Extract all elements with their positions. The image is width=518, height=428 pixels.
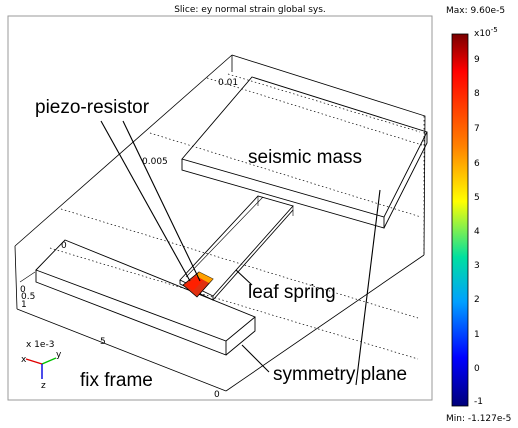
plot-frame (7, 15, 433, 401)
min-label: Min: -1.127e-5 (446, 414, 511, 424)
piezo-resistor (182, 271, 214, 298)
colorbar-tick: 4 (474, 227, 480, 237)
triad-z-label: z (41, 381, 46, 391)
colorbar-tick: 7 (474, 124, 480, 134)
max-label: Max: 9.60e-5 (446, 6, 505, 16)
y-tick: 0 (61, 241, 67, 251)
y-tick: 0.01 (218, 78, 238, 88)
y-tick: 0.005 (142, 157, 168, 167)
leaf-spring-label: leaf spring (248, 282, 336, 303)
fix-frame (35, 239, 256, 356)
triad-x-label: x (21, 355, 27, 365)
colorbar-tick: 3 (474, 261, 480, 271)
colorbar-tick: -1 (474, 397, 483, 407)
colorbar-tick: 8 (474, 89, 480, 99)
axis-scale-label: x 1e-3 (26, 340, 54, 350)
colorbar (451, 33, 469, 407)
piezo-resistor-edge (196, 272, 213, 283)
x-tick: 0 (214, 390, 220, 400)
symmetry-plane-label: symmetry plane (273, 364, 407, 385)
x-tick: 5 (100, 337, 106, 347)
colorbar-tick: 1 (474, 330, 480, 340)
fix-frame-label: fix frame (80, 370, 153, 391)
colorbar-ticks: 9 8 7 6 5 4 3 2 1 0 -1 (474, 55, 483, 407)
colorbar-tick: 5 (474, 193, 480, 203)
colorbar-tick: 6 (474, 159, 480, 169)
seismic-mass-label: seismic mass (248, 147, 362, 168)
colorbar-tick: 2 (474, 295, 480, 305)
colorbar-tick: 0 (474, 364, 480, 374)
z-tick: 0 (20, 285, 26, 295)
axis-triad: x y z (21, 350, 62, 391)
colorbar-exponent: x10-5 (474, 26, 498, 39)
z-tick: 1 (21, 300, 27, 310)
piezo-resistor-label: piezo-resistor (35, 97, 150, 118)
plot-title: Slice: ey normal strain global sys. (174, 5, 326, 15)
leader-lines (100, 120, 381, 386)
colorbar-tick: 9 (474, 55, 480, 65)
seismic-mass (181, 76, 428, 229)
triad-y-label: y (56, 350, 62, 360)
dotted-guides (49, 73, 425, 360)
z-tick: 0.5 (21, 292, 35, 302)
